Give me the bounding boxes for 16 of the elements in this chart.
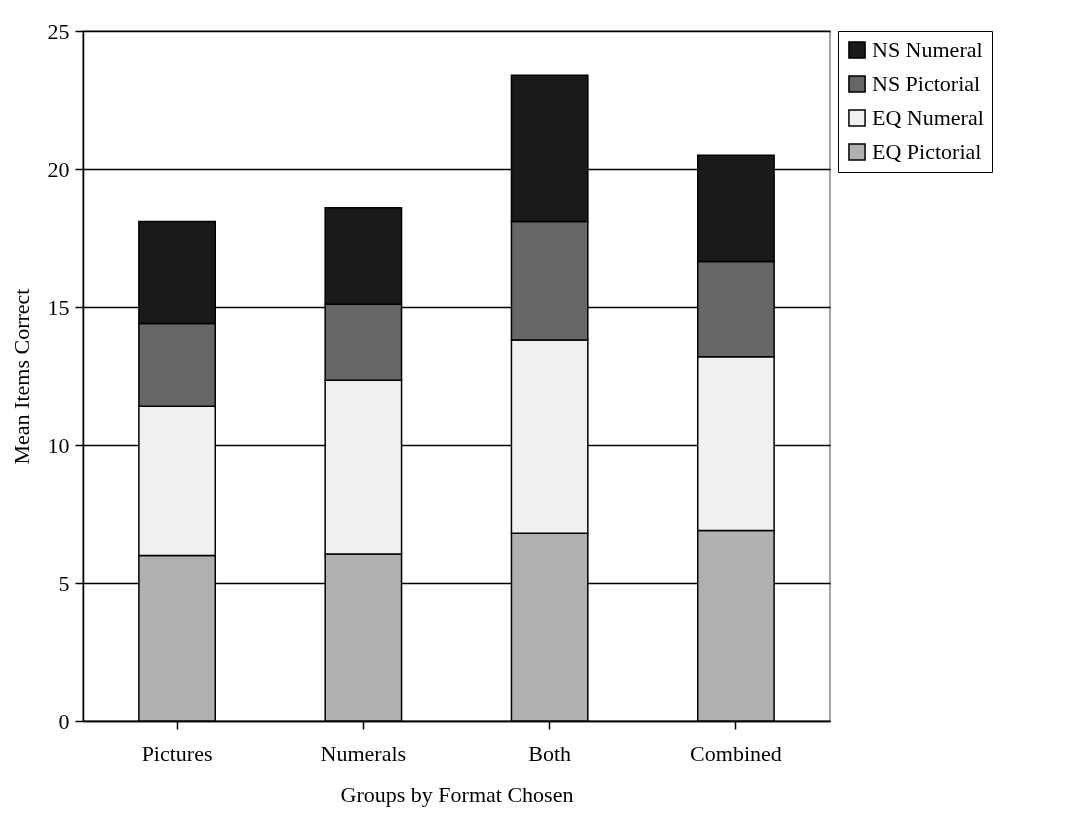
x-tick-label: Combined xyxy=(690,740,782,766)
y-axis-title: Mean Items Correct xyxy=(8,288,34,465)
y-tick-label: 0 xyxy=(58,708,70,734)
legend-label: EQ Numeral xyxy=(872,105,984,130)
y-tick-label: 25 xyxy=(47,18,70,44)
x-tick-label: Both xyxy=(528,740,572,766)
y-tick-label: 10 xyxy=(47,432,70,458)
y-tick-label: 5 xyxy=(58,570,70,596)
legend-label: EQ Pictorial xyxy=(872,139,982,164)
y-tick-label: 20 xyxy=(47,156,70,182)
y-tick-label: 15 xyxy=(47,294,70,320)
legend-label: NS Numeral xyxy=(872,37,983,62)
x-tick-label: Numerals xyxy=(320,740,407,766)
legend-label: NS Pictorial xyxy=(872,71,981,96)
x-axis-title: Groups by Format Chosen xyxy=(340,781,574,807)
x-tick-label: Pictures xyxy=(141,740,213,766)
